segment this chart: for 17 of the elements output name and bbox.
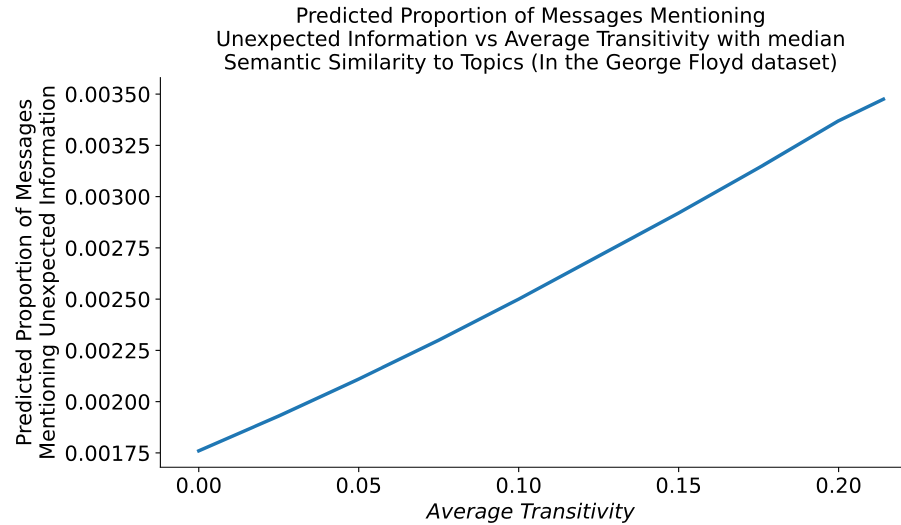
y-tick-label: 0.00350 <box>66 86 150 102</box>
chart-title: Predicted Proportion of Messages Mentioning Unexpected Information vs Average Transitivity with median Semantic Similarity to Topics (In the George Floyd dataset) <box>218 6 844 74</box>
x-tick-label: 0.00 <box>176 477 221 494</box>
x-tick-label: 0.05 <box>336 477 380 494</box>
line-series <box>197 97 886 453</box>
y-tick-label: 0.00325 <box>66 138 149 154</box>
x-tick-label: 0.20 <box>816 477 860 494</box>
y-tick-label: 0.00225 <box>66 342 149 359</box>
y-tick-label: 0.00175 <box>66 445 149 462</box>
y-tick-label: 0.00250 <box>66 292 150 308</box>
x-axis-title: Average Transitivity <box>425 502 636 523</box>
y-tick-label: 0.00300 <box>66 189 150 205</box>
x-tick-label: 0.15 <box>656 477 700 494</box>
x-tick-label: 0.10 <box>496 477 540 494</box>
y-tick-label: 0.00200 <box>66 394 150 410</box>
y-tick-label: 0.00275 <box>66 240 149 256</box>
y-axis-title: Predicted Proportion of Messages Mentioning Unexpected Information <box>15 86 59 458</box>
